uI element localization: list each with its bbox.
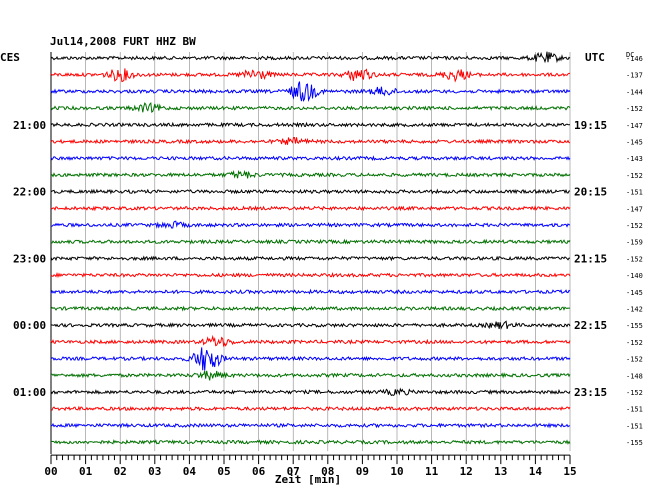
dc-value: -147 xyxy=(626,205,643,213)
chart-title: Jul14,2008 FURT HHZ BW xyxy=(50,35,196,48)
seismic-trace-3 xyxy=(50,102,571,114)
left-hour-label: 21:00 xyxy=(13,119,46,132)
seismic-trace-1 xyxy=(50,68,570,83)
x-tick-label: 08 xyxy=(321,465,334,478)
dc-value: -155 xyxy=(626,322,643,330)
x-tick-label: 05 xyxy=(217,465,230,478)
seismic-trace-20 xyxy=(50,387,571,397)
seismic-trace-15 xyxy=(50,305,571,312)
seismic-trace-2 xyxy=(50,81,571,103)
x-tick-label: 10 xyxy=(390,465,403,478)
dc-value: -152 xyxy=(626,339,643,347)
dc-value: -151 xyxy=(626,422,643,430)
dc-value: -137 xyxy=(626,72,643,80)
seismic-trace-14 xyxy=(50,288,571,295)
x-tick-label: 04 xyxy=(183,465,197,478)
seismic-trace-9 xyxy=(50,205,571,212)
x-tick-label: 00 xyxy=(44,465,57,478)
dc-value: -151 xyxy=(626,406,643,414)
seismic-trace-18 xyxy=(50,347,571,371)
left-hour-label: 23:00 xyxy=(13,252,46,265)
trace-group xyxy=(50,51,571,446)
dc-value: -144 xyxy=(626,88,643,96)
x-tick-label: 11 xyxy=(425,465,439,478)
x-axis: 00 01 02 03 04 05 06 07 08 09 10 11 12 13 14 15 xyxy=(44,454,577,478)
seismic-trace-8 xyxy=(50,188,571,195)
dc-value: -147 xyxy=(626,122,643,130)
dc-value: -140 xyxy=(626,272,643,280)
dc-value: -145 xyxy=(626,139,643,147)
left-hour-label: 22:00 xyxy=(13,186,46,199)
dc-value: -155 xyxy=(626,439,643,447)
seismic-trace-13 xyxy=(50,272,571,279)
dc-value: -152 xyxy=(626,172,643,180)
dc-value: -152 xyxy=(626,105,643,113)
right-timezone-label: UTC xyxy=(585,51,605,64)
seismic-trace-19 xyxy=(50,370,571,381)
right-hour-label: 20:15 xyxy=(574,186,607,199)
dc-value: -143 xyxy=(626,155,643,163)
dc-value: -152 xyxy=(626,222,643,230)
left-hour-labels: 21:00 22:00 23:00 00:00 01:00 xyxy=(13,119,46,399)
x-tick-label: 01 xyxy=(79,465,93,478)
dc-value: -145 xyxy=(626,289,643,297)
dc-value: -152 xyxy=(626,389,643,397)
dc-value: -142 xyxy=(626,306,643,314)
seismic-trace-7 xyxy=(50,169,571,179)
x-tick-label: 09 xyxy=(356,465,369,478)
dc-header: DC xyxy=(626,51,634,59)
x-tick-label: 07 xyxy=(287,465,300,478)
dc-value: -151 xyxy=(626,189,643,197)
dc-value: -146 xyxy=(626,55,643,63)
dc-value: -152 xyxy=(626,255,643,263)
left-timezone-label: CES xyxy=(0,51,20,64)
seismic-trace-10 xyxy=(51,220,571,230)
x-tick-label: 12 xyxy=(460,465,473,478)
dc-value-labels: -146 -137 -144 -152 -147 -145 -143 -152 -151 -147… xyxy=(626,55,643,447)
seismic-trace-5 xyxy=(50,137,571,145)
x-tick-label: 06 xyxy=(252,465,266,478)
right-hour-label: 23:15 xyxy=(574,386,607,399)
seismic-trace-23 xyxy=(50,439,571,446)
left-hour-label: 00:00 xyxy=(13,319,46,332)
dc-value: -148 xyxy=(626,372,643,380)
seismic-trace-11 xyxy=(50,238,571,245)
seismic-trace-17 xyxy=(50,334,571,347)
minute-grid xyxy=(50,52,571,455)
right-hour-label: 21:15 xyxy=(574,252,607,265)
x-tick-label: 15 xyxy=(563,465,576,478)
right-hour-label: 19:15 xyxy=(574,119,607,132)
seismic-trace-12 xyxy=(50,255,570,262)
seismic-trace-16 xyxy=(50,320,571,330)
left-hour-label: 01:00 xyxy=(13,386,46,399)
x-axis-label: Zeit [min] xyxy=(275,473,341,486)
seismic-trace-6 xyxy=(50,155,571,162)
x-tick-label: 03 xyxy=(148,465,161,478)
right-hour-label: 22:15 xyxy=(574,319,607,332)
x-tick-label: 13 xyxy=(494,465,507,478)
right-hour-labels: 19:15 20:15 21:15 22:15 23:15 xyxy=(574,119,607,399)
x-tick-label: 14 xyxy=(529,465,543,478)
seismic-trace-21 xyxy=(50,405,571,412)
seismic-trace-0 xyxy=(50,51,571,64)
dc-value: -152 xyxy=(626,356,643,364)
dc-value: -159 xyxy=(626,239,643,247)
seismic-trace-4 xyxy=(50,121,571,128)
seismic-trace-22 xyxy=(50,422,571,429)
x-tick-label: 02 xyxy=(114,465,127,478)
